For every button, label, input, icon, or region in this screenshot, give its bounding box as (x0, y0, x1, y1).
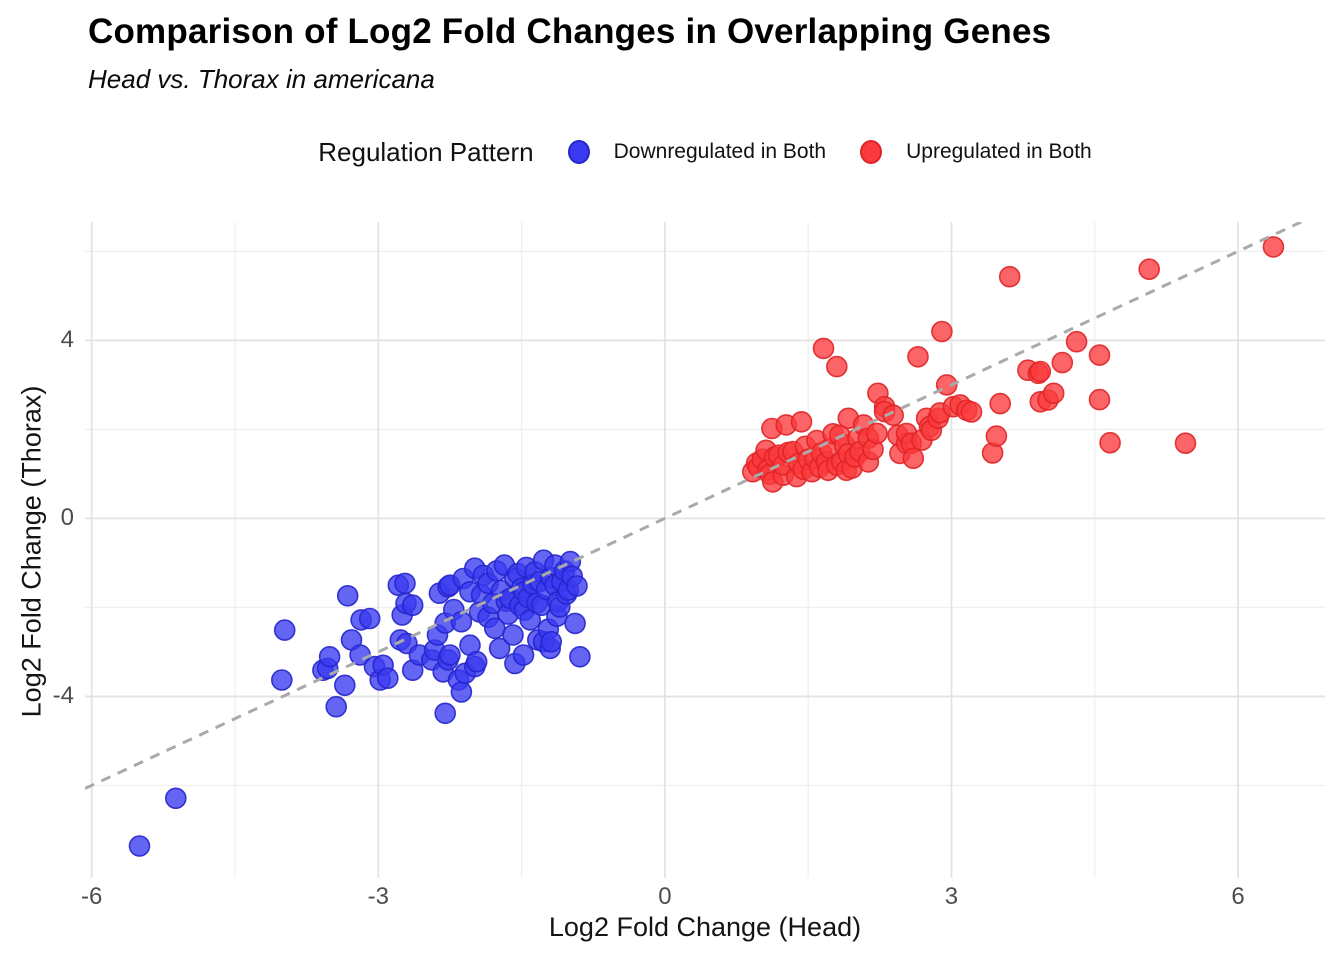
y-tick-label: 0 (60, 504, 74, 532)
scatter-point-downregulated (569, 645, 591, 668)
scatter-point-upregulated (1029, 360, 1052, 383)
legend-label: Downregulated in Both (613, 140, 827, 163)
scatter-point-upregulated (931, 320, 953, 343)
scatter-point-downregulated (566, 575, 588, 597)
scatter-point-downregulated (502, 624, 524, 646)
scatter-point-upregulated (989, 392, 1012, 415)
scatter-point-upregulated (1174, 432, 1197, 454)
scatter-point-downregulated (434, 702, 457, 725)
scatter-point-upregulated (1042, 382, 1065, 405)
legend-title: Regulation Pattern (318, 136, 534, 167)
scatter-point-downregulated (540, 630, 563, 653)
legend-dot-red-icon (860, 140, 883, 164)
legend-dot-blue-icon (567, 140, 590, 164)
scatter-point-downregulated (465, 650, 488, 673)
chart-title: Comparison of Log2 Fold Changes in Overl… (88, 12, 1052, 51)
scatter-point-downregulated (333, 674, 356, 697)
scatter-point-downregulated (128, 835, 151, 857)
plot-panel (85, 222, 1325, 878)
scatter-point-downregulated (336, 584, 359, 607)
legend-item-upregulated: Upregulated in Both (860, 140, 1092, 164)
scatter-point-upregulated (882, 404, 905, 426)
scatter-point-upregulated (1088, 388, 1111, 411)
scatter-point-upregulated (1051, 351, 1074, 374)
y-tick-label: 4 (60, 326, 74, 354)
scatter-point-downregulated (450, 681, 473, 703)
scatter-point-downregulated (271, 669, 293, 691)
scatter-point-upregulated (1262, 236, 1285, 258)
legend: Regulation Pattern Downregulated in Both… (85, 130, 1325, 174)
scatter-point-downregulated (394, 572, 416, 595)
scatter-point-upregulated (902, 447, 925, 470)
scatter-point-downregulated (325, 695, 347, 718)
scatter-point-upregulated (866, 422, 888, 445)
identity-line (85, 222, 1302, 790)
y-tick-label: -4 (52, 682, 74, 710)
scatter-point-upregulated (790, 411, 813, 433)
scatter-point-downregulated (439, 644, 461, 666)
scatter-point-downregulated (358, 607, 381, 630)
scatter-point-upregulated (907, 346, 929, 368)
x-tick-label: 6 (1231, 883, 1245, 910)
scatter-point-downregulated (165, 787, 187, 810)
scatter-point-downregulated (273, 619, 296, 641)
scatter-point-upregulated (998, 265, 1021, 288)
scatter-point-upregulated (1088, 344, 1111, 366)
scatter-point-downregulated (318, 645, 341, 668)
x-axis-title: Log2 Fold Change (Head) (548, 912, 862, 942)
x-tick-label: 0 (658, 883, 672, 910)
scatter-point-upregulated (1138, 258, 1160, 281)
x-tick-label: -6 (81, 883, 103, 910)
scatter-point-downregulated (401, 594, 424, 617)
scatter-point-downregulated (376, 667, 399, 690)
x-tick-label: -3 (367, 883, 389, 910)
scatter-point-downregulated (512, 644, 535, 666)
scatter-point-downregulated (488, 637, 511, 660)
scatter-point-downregulated (564, 612, 586, 635)
chart-subtitle: Head vs. Thorax in americana (88, 64, 435, 94)
scatter-point-upregulated (812, 337, 835, 360)
legend-label: Upregulated in Both (906, 140, 1092, 163)
scatter-point-upregulated (985, 425, 1008, 447)
scatter-point-upregulated (825, 355, 848, 378)
scatter-point-upregulated (960, 401, 983, 423)
scatter-point-upregulated (1065, 330, 1088, 353)
legend-item-downregulated: Downregulated in Both (567, 140, 827, 164)
scatter-point-upregulated (1099, 431, 1121, 454)
x-tick-label: 3 (944, 883, 959, 910)
y-axis-title: Log2 Fold Change (Thorax) (16, 385, 47, 718)
